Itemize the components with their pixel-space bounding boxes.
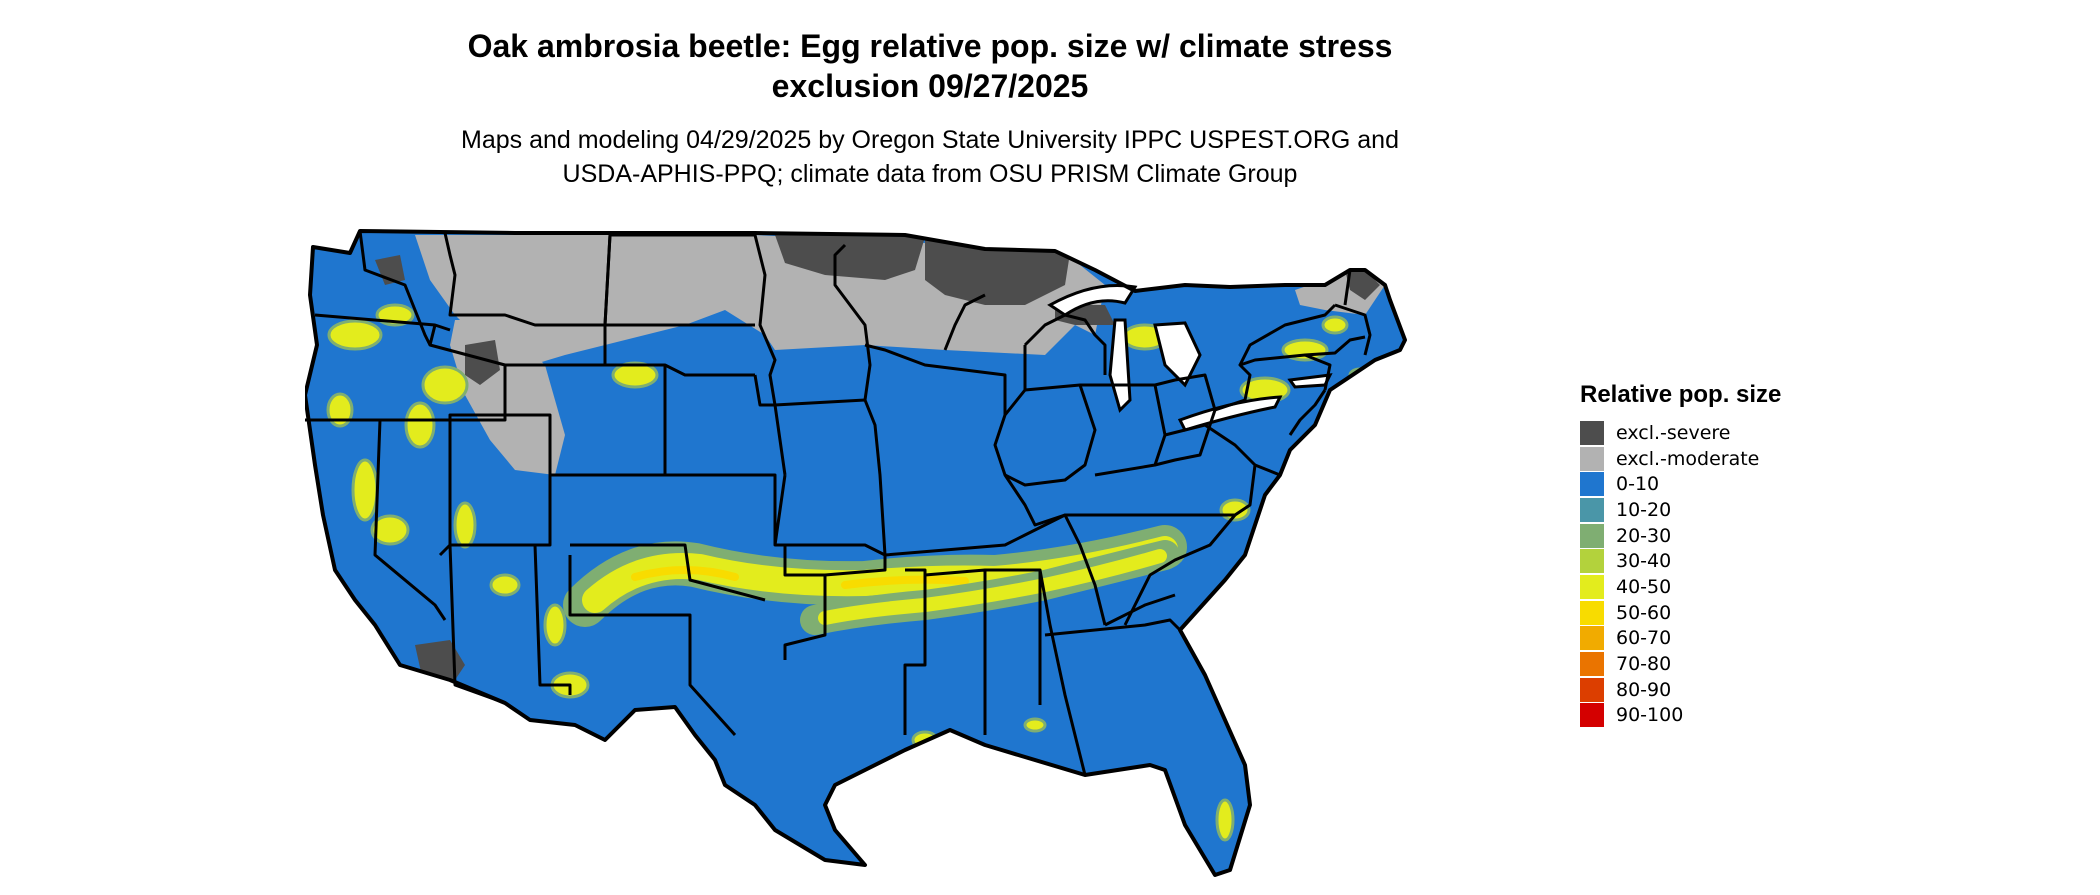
legend-item: 70-80 <box>1580 651 1781 677</box>
legend-label: 90-100 <box>1616 704 1684 727</box>
legend-item: 90-100 <box>1580 703 1781 729</box>
legend-swatch <box>1580 446 1604 471</box>
legend-label: excl.-moderate <box>1616 447 1760 470</box>
legend-item: 0-10 <box>1580 471 1781 497</box>
region-excl-severe-dakotas <box>775 235 925 280</box>
legend-item: 10-20 <box>1580 497 1781 523</box>
legend-item: 80-90 <box>1580 677 1781 703</box>
legend-label: 40-50 <box>1616 575 1672 598</box>
legend-label: 20-30 <box>1616 524 1672 547</box>
region-excl-severe-maine <box>1345 270 1380 300</box>
region-excl-severe-minnesota <box>925 237 1070 305</box>
us-map <box>305 229 1407 877</box>
legend-label: 10-20 <box>1616 498 1672 521</box>
legend-label: 80-90 <box>1616 678 1672 701</box>
legend-label: 0-10 <box>1616 473 1660 496</box>
legend-item: excl.-moderate <box>1580 446 1781 472</box>
legend-item: 50-60 <box>1580 600 1781 626</box>
legend-swatch <box>1580 420 1604 445</box>
legend-swatch <box>1580 574 1604 599</box>
legend-swatch <box>1580 626 1604 651</box>
legend: Relative pop. size excl.-severe excl.-mod… <box>1580 380 1781 728</box>
legend-swatch <box>1580 497 1604 522</box>
region-excl-severe-wyoming <box>465 340 500 385</box>
legend-item: 20-30 <box>1580 523 1781 549</box>
legend-swatch <box>1580 549 1604 574</box>
legend-swatch <box>1580 652 1604 677</box>
legend-items: excl.-severe excl.-moderate 0-10 10-20 20-30… <box>1580 420 1781 728</box>
legend-title: Relative pop. size <box>1580 381 1782 408</box>
legend-swatch <box>1580 703 1604 728</box>
legend-label: excl.-severe <box>1616 421 1731 444</box>
legend-item: excl.-severe <box>1580 420 1781 446</box>
legend-swatch <box>1580 600 1604 625</box>
legend-item: 30-40 <box>1580 548 1781 574</box>
legend-item: 60-70 <box>1580 626 1781 652</box>
chart-title-line2: exclusion 09/27/2025 <box>771 68 1089 104</box>
legend-swatch <box>1580 523 1604 548</box>
legend-label: 60-70 <box>1616 627 1672 650</box>
map-raster <box>305 231 1405 875</box>
state-borders <box>305 229 1407 877</box>
legend-item: 40-50 <box>1580 574 1781 600</box>
legend-label: 50-60 <box>1616 601 1672 624</box>
chart-subtitle-line1: Maps and modeling 04/29/2025 by Oregon S… <box>461 126 1399 154</box>
chart-title-line1: Oak ambrosia beetle: Egg relative pop. s… <box>467 28 1393 64</box>
legend-label: 70-80 <box>1616 653 1672 676</box>
legend-swatch <box>1580 677 1604 702</box>
legend-swatch <box>1580 472 1604 497</box>
legend-label: 30-40 <box>1616 550 1672 573</box>
chart-subtitle-line2: USDA-APHIS-PPQ; climate data from OSU PR… <box>562 160 1298 188</box>
